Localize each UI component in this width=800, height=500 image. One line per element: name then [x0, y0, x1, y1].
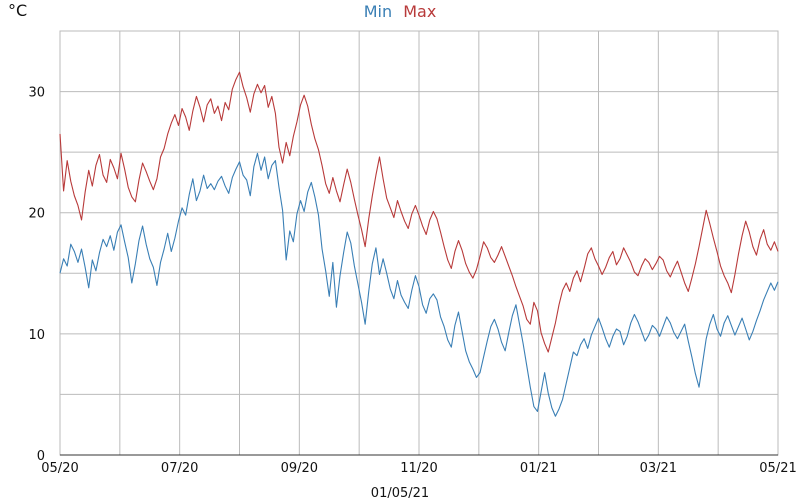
x-tick-label: 09/20: [281, 461, 318, 476]
x-tick-label: 05/20: [41, 461, 78, 476]
x-axis-date-label: 01/05/21: [371, 486, 429, 500]
x-tick-label: 07/20: [161, 461, 198, 476]
legend-min[interactable]: Min: [364, 2, 392, 21]
x-tick-label: 11/20: [400, 461, 437, 476]
axes: [59, 30, 779, 456]
tick-labels: 0 10 20 30 05/20 07/20 09/20 11/20 01/21 03/21 05/…: [28, 86, 796, 476]
legend: Min Max: [364, 2, 437, 21]
y-tick-label: 0: [37, 449, 45, 464]
y-tick-label: 10: [28, 328, 45, 343]
series-line-min: [59, 152, 779, 417]
legend-max[interactable]: Max: [403, 2, 436, 21]
grid: [59, 30, 779, 456]
x-tick-label: 03/21: [640, 461, 677, 476]
y-axis-unit-label: °C: [8, 1, 27, 20]
y-tick-label: 30: [28, 86, 45, 101]
y-tick-label: 20: [28, 207, 45, 222]
series-line-max: [59, 71, 779, 353]
x-tick-label: 01/21: [520, 461, 557, 476]
series-group: [59, 71, 779, 417]
x-tick-label: 05/21: [759, 461, 796, 476]
